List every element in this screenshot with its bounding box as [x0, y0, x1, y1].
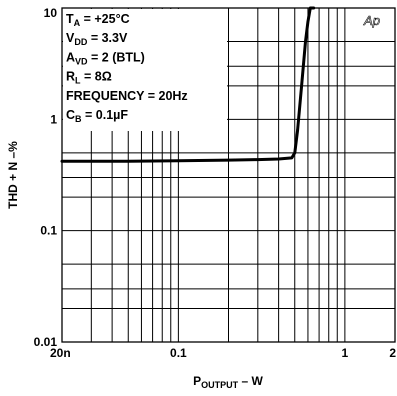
x-tick-label-3: 2 [389, 346, 396, 360]
annotation-main-5: C [66, 108, 75, 122]
y-tick-labels: 10 1 0.1 0.01 [34, 6, 58, 349]
annotation-main-1: V [66, 31, 75, 45]
annotation-rest-3: = 8Ω [81, 70, 112, 84]
y-axis-title: THD + N –% [6, 141, 20, 209]
y-tick-label-1: 1 [50, 112, 57, 126]
annotation-sub-2: VD [75, 56, 88, 66]
annotation-line-1: VDD = 3.3V [66, 31, 128, 47]
y-tick-label-0: 10 [44, 6, 58, 20]
annotation-line-5: CB = 0.1µF [66, 108, 128, 124]
annotation-rest-1: = 3.3V [87, 31, 128, 45]
thd-curve [60, 6, 316, 163]
annotation-line-3: RL = 8Ω [66, 70, 112, 86]
x-title-suffix: – W [238, 374, 263, 388]
annotation-sub-3: L [75, 76, 81, 86]
annotation-sub-5: B [75, 114, 82, 124]
x-title-main: P [193, 374, 201, 388]
x-tick-label-2: 1 [342, 346, 349, 360]
x-tick-label-0: 20n [50, 346, 71, 360]
annotation-line-2: AVD = 2 (BTL) [66, 50, 145, 66]
x-tick-label-1: 0.1 [170, 346, 187, 360]
annotation-main-2: A [66, 50, 75, 64]
annotation-main-4: FREQUENCY = 20Hz [66, 89, 188, 103]
plot-frame [61, 7, 396, 343]
x-tick-labels: 20n 0.1 1 2 [50, 346, 396, 360]
annotation-sub-0: A [74, 18, 81, 28]
y-tick-label-2: 0.1 [40, 224, 57, 238]
y-tick-label-3: 0.01 [34, 335, 58, 349]
annotation-main-0: T [66, 12, 74, 26]
annotation-rest-2: = 2 (BTL) [88, 50, 145, 64]
ap-logo: Ap [363, 13, 380, 28]
annotation-rest-5: = 0.1µF [82, 108, 129, 122]
annotation-main-3: R [66, 70, 75, 84]
annotation-rest-0: = +25°C [80, 12, 129, 26]
annotation-sub-1: DD [74, 37, 87, 47]
annotation-line-4: FREQUENCY = 20Hz [66, 89, 188, 103]
annotation-box [63, 9, 227, 131]
annotation-line-0: TA = +25°C [66, 12, 130, 28]
x-title-sub: OUTPUT [201, 380, 239, 390]
x-axis-title: POUTPUT – W [193, 374, 263, 390]
